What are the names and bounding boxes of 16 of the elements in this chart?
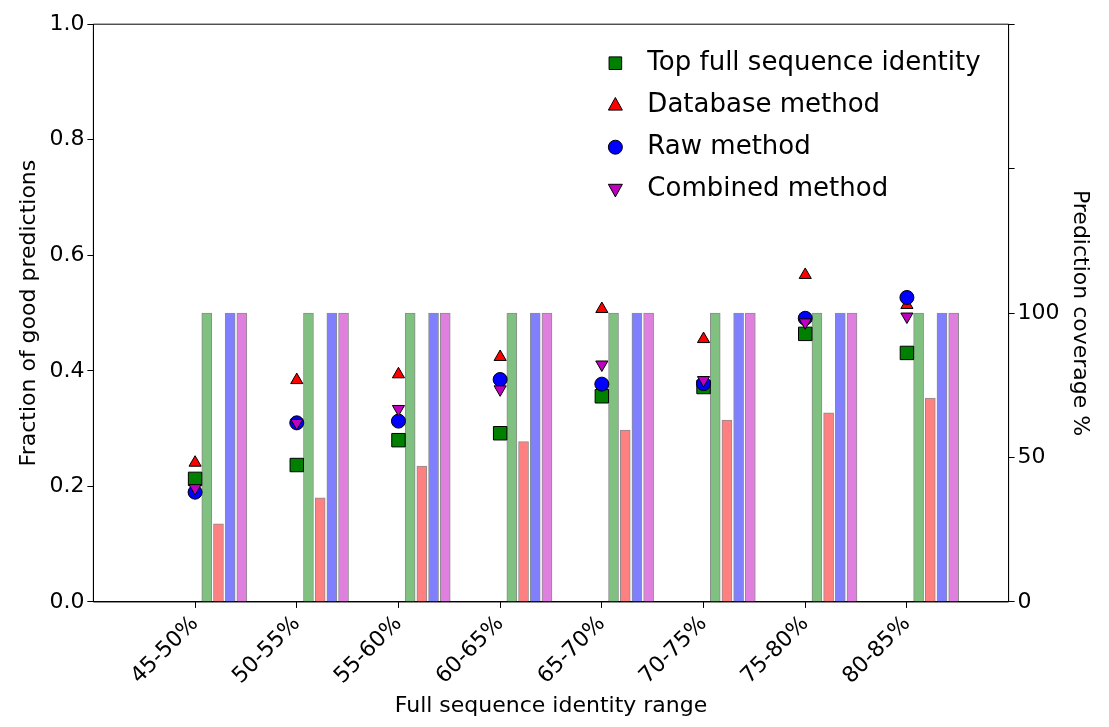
- legend-label: Combined method: [647, 171, 889, 202]
- y-tick-label: 0.6: [49, 241, 85, 267]
- legend-label: Top full sequence identity: [646, 45, 981, 76]
- y2-tick-label: 0: [1017, 587, 1032, 613]
- y2-axis-title: Prediction coverage %: [1069, 189, 1095, 437]
- y-tick-label: 1.0: [49, 9, 85, 35]
- y-tick-label: 0.4: [49, 356, 85, 382]
- y-tick-label: 0.2: [49, 472, 85, 498]
- y-tick-label: 0.0: [49, 587, 85, 613]
- y2-tick-label: 50: [1017, 443, 1046, 469]
- y2-tick-label: 100: [1017, 298, 1060, 324]
- y-tick-label: 0.8: [49, 125, 85, 151]
- legend-label: Raw method: [647, 129, 811, 160]
- x-axis-title: Full sequence identity range: [394, 691, 708, 717]
- legend-label: Database method: [647, 87, 881, 118]
- y-axis-title: Fraction of good predictions: [14, 159, 40, 467]
